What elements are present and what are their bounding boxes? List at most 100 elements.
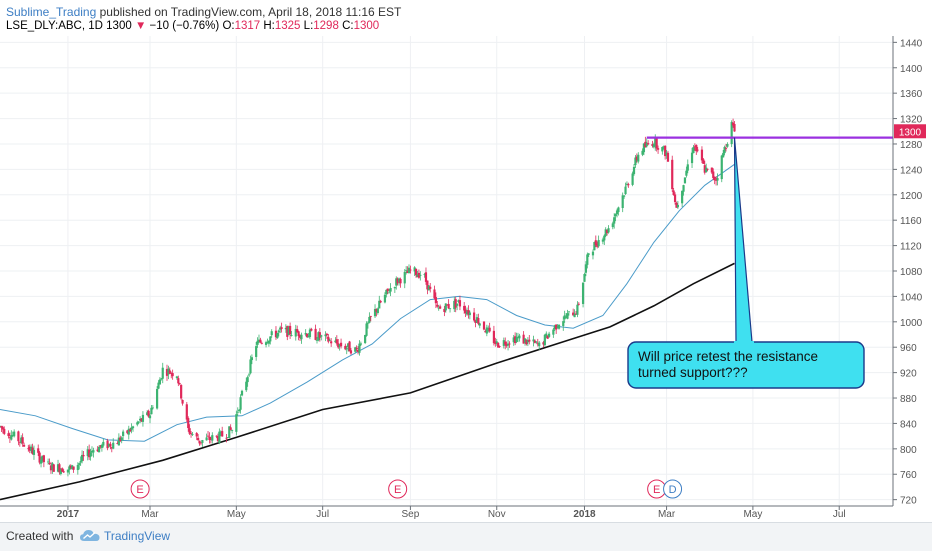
candle-body <box>39 460 43 464</box>
candle-body <box>730 122 733 145</box>
candle-body <box>641 150 644 155</box>
candle-body <box>155 388 159 409</box>
price-label-box <box>894 124 926 139</box>
candle-body <box>623 195 626 197</box>
candle-body <box>116 443 119 445</box>
candle-body <box>170 373 173 374</box>
event-label: E <box>394 484 401 496</box>
candle-body <box>587 253 590 255</box>
candle-body <box>601 239 604 242</box>
candle-body <box>446 304 449 306</box>
y-tick-label: 1400 <box>900 64 923 75</box>
candle-body <box>274 330 278 338</box>
candle-body <box>692 147 695 154</box>
candle-body <box>219 431 222 433</box>
candle-body <box>731 122 735 126</box>
candle-body <box>62 471 65 473</box>
candle-body <box>107 443 111 447</box>
candle-body <box>625 183 629 185</box>
candle-body <box>665 152 668 155</box>
tradingview-link[interactable]: TradingView <box>104 529 171 543</box>
candle-body <box>289 325 292 335</box>
candle-body <box>51 463 54 470</box>
x-tick-label: May <box>227 509 246 520</box>
candle-body <box>42 455 45 463</box>
candle-body <box>512 337 515 343</box>
candle-body <box>71 465 74 470</box>
candle-body <box>347 343 350 348</box>
candle-body <box>574 313 578 315</box>
candle-body <box>225 437 228 439</box>
candle-body <box>102 441 105 446</box>
event-label: E <box>653 484 660 496</box>
candle-body <box>383 294 387 303</box>
candle-body <box>10 435 13 440</box>
high-value: 1325 <box>274 20 301 32</box>
candle-body <box>287 327 290 336</box>
candle-body <box>514 336 517 344</box>
candle-body <box>586 254 589 265</box>
candle-body <box>286 326 289 337</box>
candle-body <box>215 435 218 437</box>
candle-body <box>82 454 85 457</box>
candle-body <box>7 433 10 437</box>
candle-body <box>581 282 585 304</box>
candle-body <box>386 288 389 292</box>
high-label: H: <box>263 20 275 32</box>
candle-body <box>31 447 34 455</box>
candle-body <box>472 312 476 321</box>
candle-body <box>27 448 30 450</box>
candle-body <box>47 461 50 463</box>
candle-body <box>378 300 381 309</box>
author-link[interactable]: Sublime_Trading <box>6 5 97 19</box>
candle-body <box>508 343 511 345</box>
y-tick-label: 1000 <box>900 318 923 329</box>
candle-body <box>178 383 181 385</box>
candle-body <box>675 202 678 208</box>
candle-body <box>151 407 154 409</box>
candle-body <box>617 207 620 213</box>
candle-body <box>393 287 396 289</box>
candle-body <box>86 449 89 457</box>
candle-body <box>606 229 609 234</box>
candle-body <box>478 323 481 326</box>
candle-body <box>235 414 238 432</box>
callout-joint <box>734 341 754 344</box>
candle-body <box>257 339 261 343</box>
candle-body <box>416 274 419 278</box>
candle-body <box>535 341 538 343</box>
created-with-text: Created with <box>6 529 74 543</box>
candle-body <box>710 167 713 173</box>
candle-body <box>444 303 447 311</box>
candle-body <box>239 397 242 410</box>
candle-body <box>320 335 323 337</box>
candle-body <box>269 336 272 342</box>
published-text: published on TradingView.com, April 18, … <box>96 5 402 19</box>
candle-body <box>488 327 491 332</box>
candle-body <box>542 342 545 345</box>
candle-body <box>546 335 549 339</box>
candle-body <box>611 223 614 228</box>
candle-body <box>330 341 333 344</box>
open-label: O: <box>222 20 235 32</box>
candle-body <box>389 288 392 292</box>
candle-body <box>465 311 469 315</box>
candle-body <box>543 334 546 346</box>
candle-body <box>306 333 309 338</box>
candle-body <box>109 443 112 447</box>
candle-body <box>523 338 527 343</box>
candle-body <box>666 152 670 162</box>
candle-body <box>454 299 457 308</box>
candle-body <box>637 154 640 162</box>
candle-body <box>683 177 687 184</box>
candle-body <box>414 268 418 276</box>
candle-body <box>90 450 94 453</box>
candle-body <box>3 428 6 434</box>
candle-body <box>522 334 525 344</box>
candle-body <box>188 428 191 434</box>
candle-body <box>11 435 14 436</box>
candle-body <box>566 313 569 319</box>
footer: Created with TradingView <box>0 522 932 551</box>
